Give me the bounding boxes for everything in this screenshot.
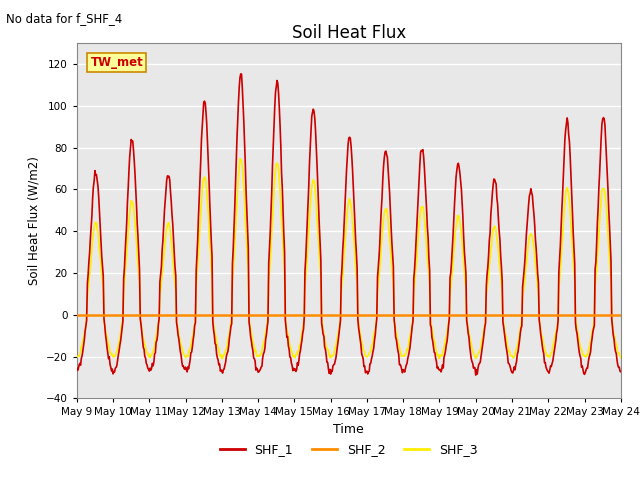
Text: No data for f_SHF_4: No data for f_SHF_4 <box>6 12 123 25</box>
Y-axis label: Soil Heat Flux (W/m2): Soil Heat Flux (W/m2) <box>28 156 40 285</box>
Legend: SHF_1, SHF_2, SHF_3: SHF_1, SHF_2, SHF_3 <box>214 438 483 461</box>
Text: TW_met: TW_met <box>90 56 143 69</box>
X-axis label: Time: Time <box>333 423 364 436</box>
Title: Soil Heat Flux: Soil Heat Flux <box>292 24 406 42</box>
